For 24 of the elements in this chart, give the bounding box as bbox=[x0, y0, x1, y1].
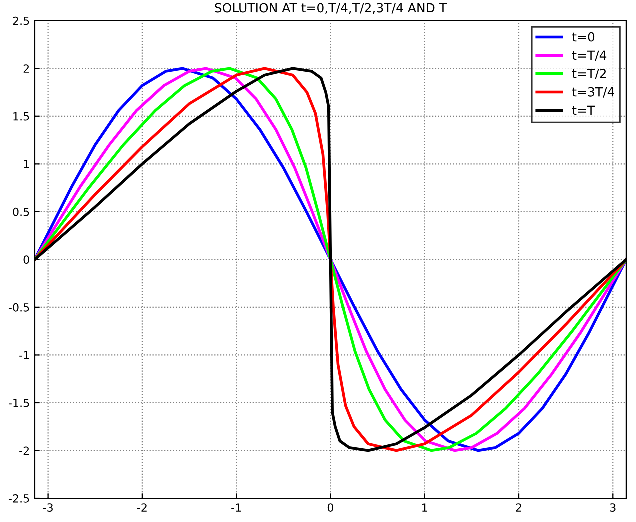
y-tick-label: 0 bbox=[24, 256, 30, 264]
y-tick-label: -1.5 bbox=[8, 399, 30, 408]
x-tick-label: -1 bbox=[232, 504, 242, 512]
y-tick-label: -1 bbox=[20, 351, 30, 360]
legend-label: t=T/4 bbox=[572, 50, 607, 62]
y-tick-label: 1.5 bbox=[14, 112, 30, 121]
legend-label: t=3T/4 bbox=[572, 87, 615, 98]
y-tick-label: 2 bbox=[24, 64, 30, 73]
y-tick-label: -0.5 bbox=[8, 303, 30, 312]
y-tick-label: 2.5 bbox=[13, 16, 30, 26]
x-tick-label: 1 bbox=[422, 504, 428, 512]
chart-title: SOLUTION AT t=0,T/4,T/2,3T/4 AND T bbox=[215, 3, 448, 14]
legend-label: t=T bbox=[572, 106, 596, 116]
x-tick-label: 3 bbox=[610, 504, 616, 512]
x-tick-label: -3 bbox=[43, 504, 53, 512]
y-tick-label: 0.5 bbox=[13, 208, 30, 216]
x-tick-label: 2 bbox=[516, 504, 522, 512]
y-tick-label: -2.5 bbox=[8, 494, 30, 503]
legend-label: t=T/2 bbox=[572, 69, 606, 80]
x-tick-label: 0 bbox=[328, 504, 334, 512]
legend-label: t=0 bbox=[572, 32, 595, 42]
y-tick-label: 1 bbox=[24, 160, 30, 168]
y-tick-label: -2 bbox=[20, 446, 30, 455]
x-tick-label: -2 bbox=[137, 504, 147, 512]
